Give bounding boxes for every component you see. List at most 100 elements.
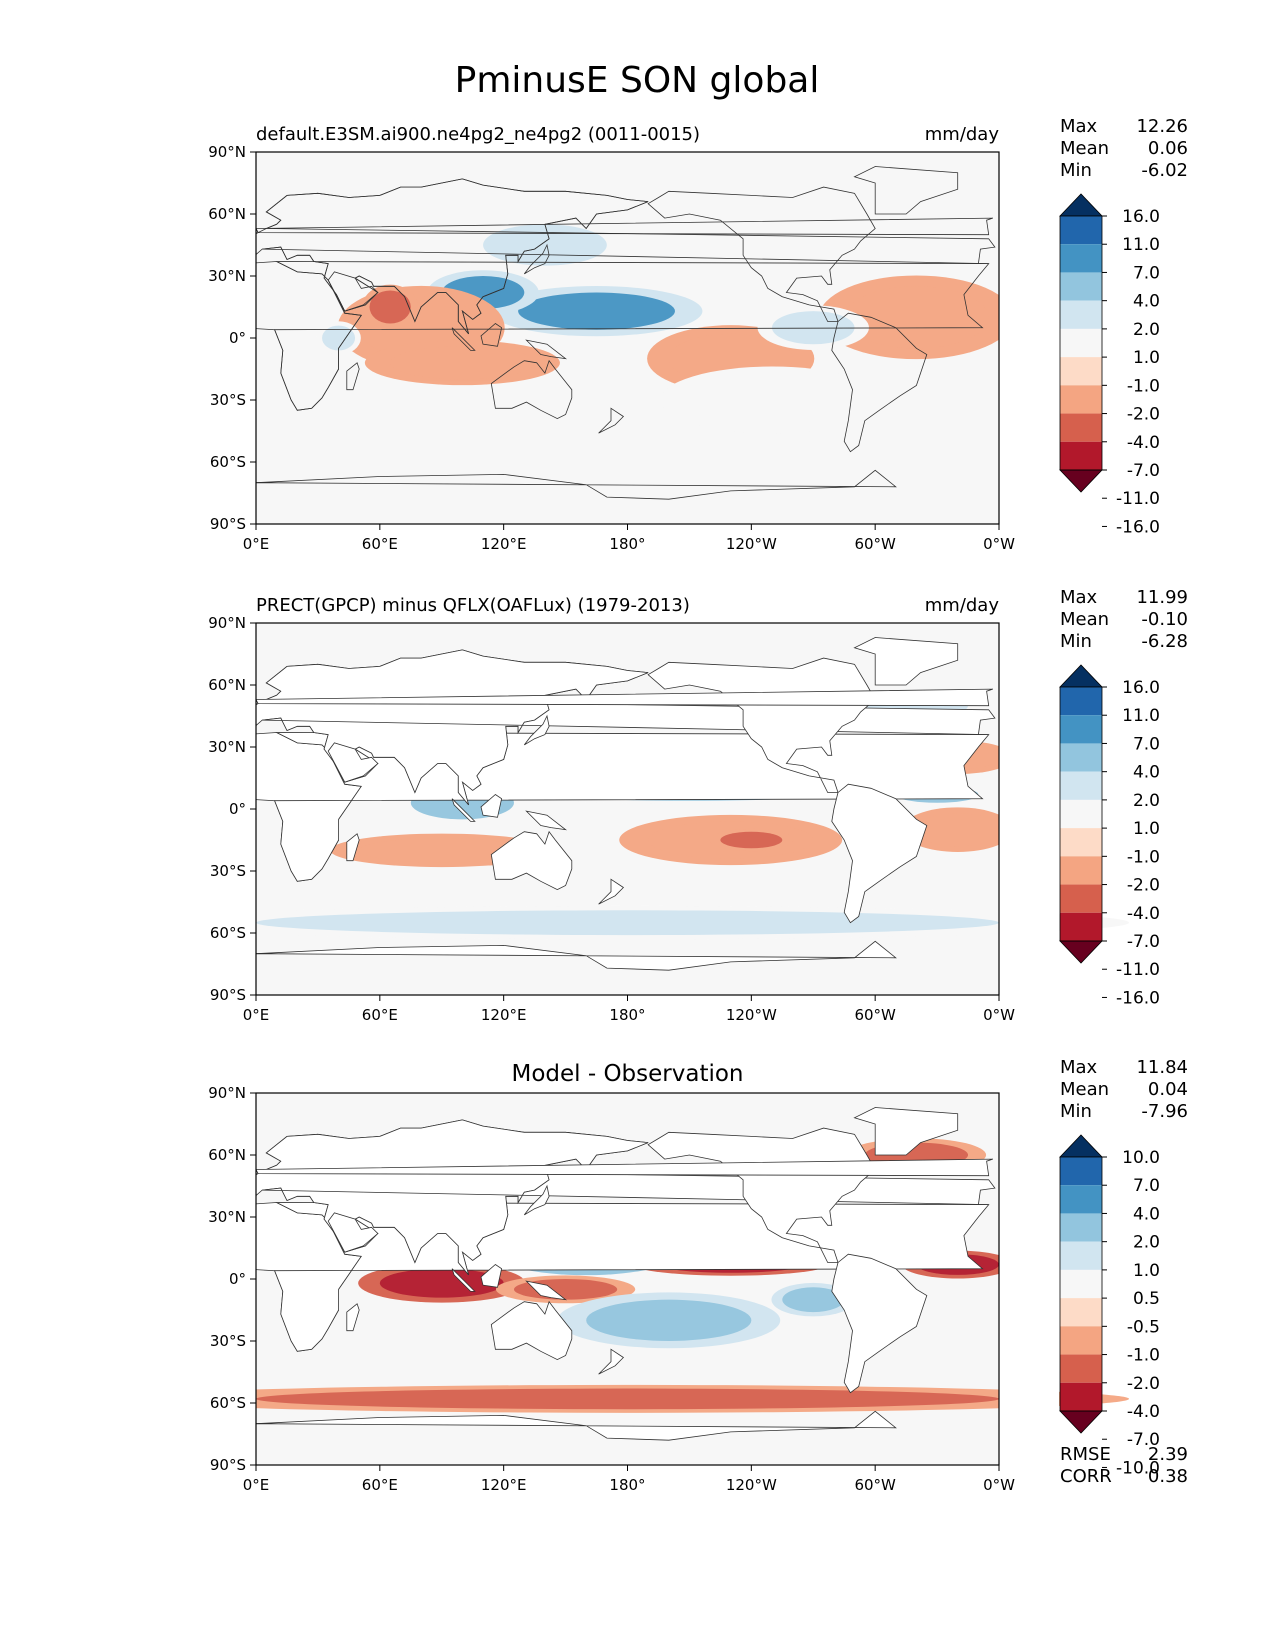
colorbar-tick-label: 0.5 [1133,1289,1160,1309]
subtitle-left: PRECT(GPCP) minus QFLX(OAFLux) (1979-201… [256,595,690,616]
coastline-sumatra [451,798,476,822]
colorbar-tick-label: -10.0 [1116,1458,1160,1478]
coastline-sumatra [451,1268,476,1292]
colorbar-tick-label: 11.0 [1122,235,1160,255]
x-tick-label: 180° [609,1476,645,1494]
y-tick-label: 30°N [208,267,246,285]
coastline-south_america [831,1253,928,1394]
coastline-south_america [831,312,928,453]
colorbar-frame [1059,215,1103,471]
stat-label-max: Max [1060,587,1098,608]
colorbar-tick-label: -4.0 [1127,904,1160,924]
coastline-madagascar [346,1303,360,1332]
colorbar-tick-label: -1.0 [1127,1346,1160,1366]
coastline-sumatra [451,327,476,351]
coastline-south_america [831,783,928,924]
coastline-newguinea [525,1280,568,1301]
colorbar-extend-top [1059,664,1103,688]
colorbar-extend-top [1059,193,1103,217]
coastline-arabia [327,271,379,312]
colorbar-tick-label: -16.0 [1116,988,1160,1008]
y-tick-label: 60°N [208,205,246,223]
colorbar-tick-label: 4.0 [1133,1204,1160,1224]
colorbar-segment [1060,413,1102,442]
colorbar-tick-label: -11.0 [1116,960,1160,980]
coastlines [220,637,996,995]
coastline-borneo [480,1263,503,1288]
y-tick-label: 30°N [208,1208,246,1226]
colorbar-segment [1060,743,1102,772]
field-contour [771,311,855,345]
colorbar-tick-label: -2.0 [1127,876,1160,896]
panel-difference: 0°E 60°E 120°E 180° 120°W 60°W 0°W 90°N 60°N 30°N… [0,1057,1188,1494]
colorbar-frame [1059,1156,1103,1412]
y-tick-label: 0° [229,329,246,347]
colorbar-tick-label: 7.0 [1133,263,1160,283]
coastline-greenland [853,166,959,215]
colorbar-segment [1060,715,1102,744]
units-label: mm/day [925,124,1000,145]
colorbar-segment [1060,272,1102,301]
y-tick-label: 90°S [210,1456,246,1474]
colorbar-tick-label: 10.0 [1122,1148,1160,1168]
colorbar-segment [1060,912,1102,941]
colorbar: 10.0 7.0 4.0 2.0 1.0 0.5 -0.5 -1.0 -2.0 -4.0 -7.0 -… [1059,1134,1160,1478]
coastline-nz [598,878,625,905]
field-contour [256,910,999,936]
y-tick-label: 30°S [210,1332,246,1350]
rmse-value: 2.39 [1148,1444,1188,1465]
coastline-north_america [647,186,876,322]
y-tick-label: 60°S [210,924,246,942]
field-contour [369,290,411,324]
coastline-arabia [327,1212,379,1253]
stat-value-min: -6.02 [1141,160,1188,181]
x-tick-label: 0°E [243,1006,270,1024]
stat-label-min: Min [1060,631,1092,652]
field-contour [390,346,535,380]
x-tick-label: 120°E [481,1476,527,1494]
coastline-britain [255,1158,993,1177]
x-tick-label: 60°E [362,1006,398,1024]
colorbar-tick-label: -11.0 [1116,489,1160,509]
margin-right [999,148,1059,528]
colorbar-segment [1060,1241,1102,1270]
x-tick-label: 0°W [983,1006,1015,1024]
stat-label-min: Min [1060,1101,1092,1122]
subtitle-center: Model - Observation [511,1061,743,1087]
x-tick-label: 120°W [726,535,777,553]
corr-label: CORR [1060,1466,1112,1487]
x-tick-label: 0°W [983,535,1015,553]
y-tick-label: 60°N [208,676,246,694]
colorbar-segment [1060,771,1102,800]
colorbar-tick-label: 7.0 [1133,1176,1160,1196]
units-label: mm/day [925,595,1000,616]
x-tick-label: 120°W [726,1006,777,1024]
field-contour [483,224,607,266]
colorbar-segment [1060,1354,1102,1383]
panels: 0°E 60°E 120°E 180° 120°W 60°W 0°W 90°N 60°N 30°N… [0,116,1188,1494]
panel-reference: 0°E 60°E 120°E 180° 120°W 60°W 0°W 90°N 60°N 30°N… [0,587,1188,1024]
field-contour [720,831,783,849]
field-contour [256,1388,999,1410]
subtitle-left: default.E3SM.ai900.ne4pg2_ne4pg2 (0011-0… [256,124,700,145]
x-tick-label: 120°E [481,1006,527,1024]
margin-left [0,148,256,528]
stat-value-mean: 0.04 [1148,1079,1188,1100]
stat-label-max: Max [1060,116,1098,137]
coastline-britain [255,688,993,707]
colorbar-segment [1060,799,1102,829]
stat-value-max: 11.84 [1136,1057,1188,1078]
margin-left [0,619,256,999]
stat-value-max: 12.26 [1136,116,1188,137]
x-tick-label: 60°W [854,1476,896,1494]
colorbar-segment [1060,300,1102,329]
colorbar-segment [1060,1185,1102,1214]
colorbar-tick-label: -2.0 [1127,1374,1160,1394]
panel-test: 0°E 60°E 120°E 180° 120°W 60°W 0°W 90°N 60°N 30°N… [0,116,1188,553]
colorbar-tick-label: -16.0 [1116,517,1160,537]
colorbar-segment [1060,1382,1102,1411]
colorbar-segment [1060,244,1102,273]
stat-value-max: 11.99 [1136,587,1188,608]
colorbar-extend-top [1059,1134,1103,1158]
